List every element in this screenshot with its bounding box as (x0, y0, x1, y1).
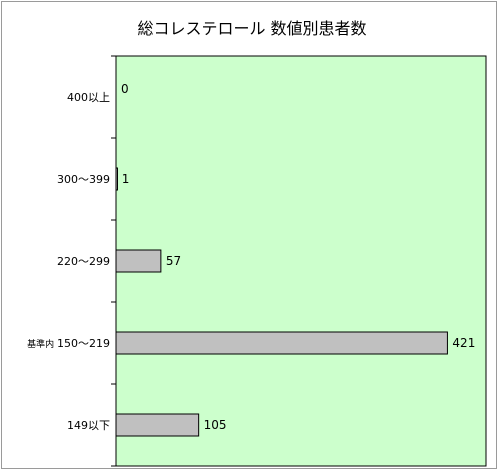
category-label: 400以上 (67, 91, 110, 104)
category-label: 300〜399 (57, 173, 110, 186)
data-label: 0 (121, 82, 129, 96)
data-label: 421 (452, 336, 475, 350)
plot-area (115, 55, 487, 467)
bar (115, 167, 118, 191)
y-axis-ticks (111, 55, 116, 467)
data-labels: 0 1 57 421 105 (121, 82, 475, 432)
data-label: 1 (122, 172, 130, 186)
category-label: 基準内 150〜219 (27, 337, 110, 350)
bar (115, 331, 448, 355)
chart-title: 総コレステロール 数値別患者数 (137, 19, 366, 38)
chart-frame: 総コレステロール 数値別患者数 400以上 300〜399 220〜299 基準内 1… (1, 1, 497, 469)
category-label: 149以下 (67, 419, 110, 432)
data-label: 105 (204, 418, 227, 432)
bar (115, 249, 162, 273)
category-labels: 400以上 300〜399 220〜299 基準内 150〜219 149以下 (27, 91, 110, 432)
data-label: 57 (166, 254, 181, 268)
category-label: 220〜299 (57, 255, 110, 268)
bar (115, 413, 200, 437)
bars (115, 167, 448, 437)
